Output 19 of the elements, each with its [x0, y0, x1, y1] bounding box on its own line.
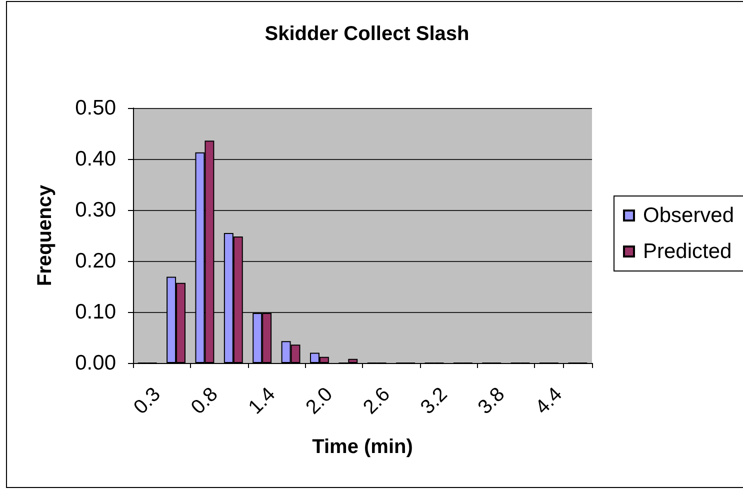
x-tick-label: 0.8: [187, 383, 222, 419]
y-tick-label: 0.10: [75, 300, 116, 324]
legend-label: Predicted: [643, 240, 732, 263]
x-axis-title: Time (min): [312, 436, 413, 458]
x-tick-label: 2.6: [359, 383, 394, 419]
y-tick-label: 0.30: [75, 198, 116, 222]
x-tick-label: 4.4: [531, 383, 567, 419]
x-tick-label: 3.2: [416, 383, 452, 419]
y-axis-title: Frequency: [34, 184, 56, 286]
x-tick-label: 2.0: [302, 383, 338, 419]
y-tick-label: 0.20: [75, 250, 116, 272]
y-tick-label: 0.50: [75, 96, 116, 120]
y-tick-label: 0.00: [75, 352, 116, 374]
y-tick-label: 0.40: [75, 148, 116, 170]
x-tick-label: 3.8: [474, 383, 510, 419]
x-tick-label: 1.4: [244, 383, 280, 419]
x-tick-label: 0.3: [130, 383, 165, 419]
legend-label: Observed: [643, 204, 734, 227]
chart-title: Skidder Collect Slash: [264, 23, 470, 45]
